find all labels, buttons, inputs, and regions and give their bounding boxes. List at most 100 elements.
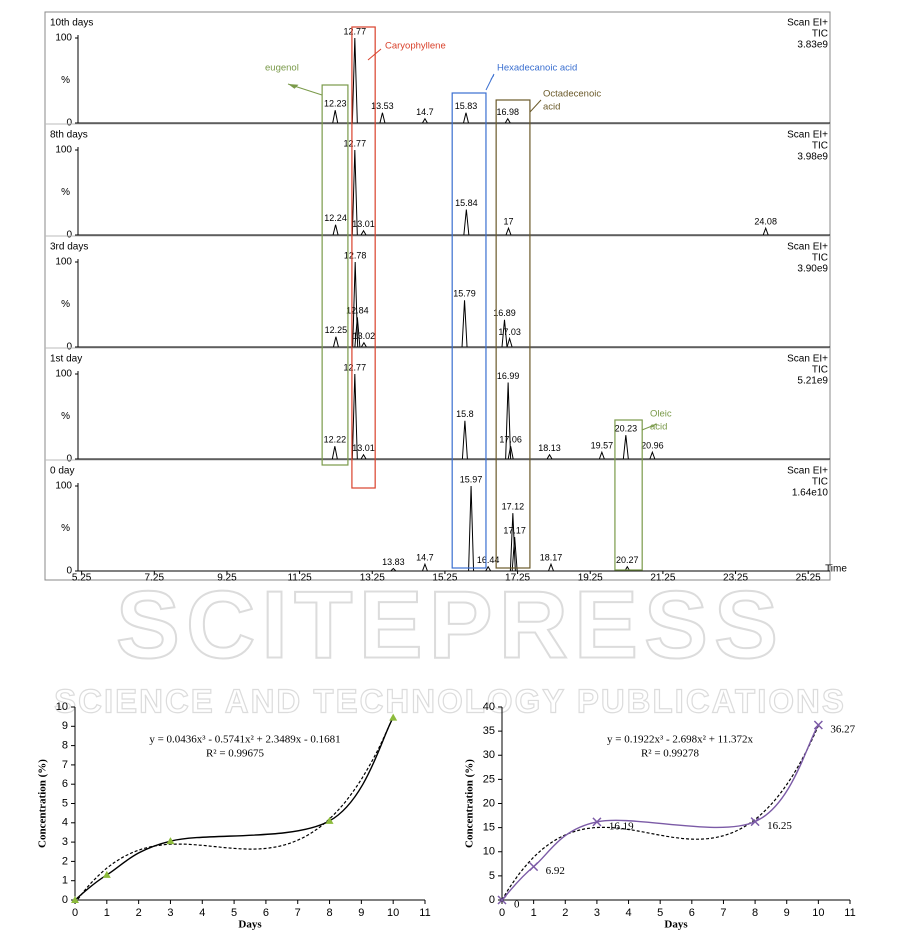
peak [506,336,513,348]
y-tick-label: 25 [483,773,495,785]
y-tick-label: 30 [483,749,495,761]
peak [485,565,492,572]
x-tick-label: 7 [295,907,301,919]
y-axis-label: % [61,411,70,422]
peak [546,453,553,460]
y-tick-label: 7 [62,759,68,771]
scan-label: Scan EI+ [787,130,828,141]
peak-label: 15.79 [453,289,476,299]
y-tick-label: 100 [55,369,72,380]
annotation-label: Octadecenoic [543,89,601,100]
peak-label: 14.7 [416,553,434,563]
peak [511,536,518,572]
intensity-label: 5.21e9 [797,376,828,387]
annotation-box [614,419,643,571]
x-tick-label: 8 [752,907,758,919]
y-axis-label: % [61,75,70,86]
trend-r-squared: R² = 0.99278 [641,748,700,760]
y-axis-label: % [61,299,70,310]
peak [461,420,468,460]
x-tick-label: 11.25 [287,573,312,584]
y-tick-label: 2 [62,855,68,867]
x-tick-label: 4 [199,907,205,919]
peak [379,112,386,124]
peak-label: 13.01 [352,443,375,453]
peak [461,300,468,348]
y-axis-label: % [61,187,70,198]
y-tick-label: 5 [62,797,68,809]
marker [497,895,507,905]
peak [463,209,470,236]
peak [351,149,358,236]
x-tick-label: 2 [562,907,568,919]
peak-label: 18.17 [540,553,563,563]
scan-label: Scan EI+ [787,242,828,253]
peak-label: 12.77 [344,362,367,372]
peak [598,450,605,460]
y-tick-label: 5 [489,870,495,882]
y-tick-label: 0 [66,566,72,577]
x-axis-label: Days [238,919,262,931]
arrow-head [536,100,541,105]
y-tick-label: 0 [66,230,72,241]
y-axis-label: Concentration (%) [37,759,49,848]
peak-label: 12.84 [346,306,369,316]
peak-label: 12.25 [325,325,348,335]
peak-label: 12.77 [344,26,367,36]
peak [505,382,512,460]
annotation-label: acid [543,102,560,113]
peak-label: 12.77 [344,138,367,148]
peak [507,446,514,460]
x-tick-label: 9 [358,907,364,919]
y-axis-label: Concentration (%) [464,759,476,848]
y-tick-label: 35 [483,725,495,737]
trend-equation: y = 0.0436x³ - 0.5741x² + 2.3489x - 0.16… [149,734,340,746]
x-tick-label: 11 [844,907,855,919]
x-tick-label: 25.25 [796,573,821,584]
peak-label: 12.22 [324,435,347,445]
x-tick-label: 21.25 [650,573,675,584]
peak [468,485,475,572]
peak-label: 15.84 [455,198,478,208]
annotation-box [351,26,376,489]
peak [548,562,554,572]
x-tick-label: 19.25 [578,573,603,584]
peak [354,317,361,348]
peak [360,341,367,348]
peak [390,567,397,572]
x-tick-label: 17.25 [505,573,530,584]
peak [351,373,358,460]
peak-label: 16.98 [497,107,520,117]
scan-label: Scan EI+ [787,354,828,365]
x-tick-label: 1 [531,907,537,919]
peak-label: 20.27 [616,555,639,565]
y-tick-label: 20 [483,797,495,809]
peak-label: 17.17 [503,525,526,535]
tic-label: TIC [812,477,828,488]
marker [102,870,111,878]
x-axis-label: Time [825,564,847,575]
annotation-box [495,99,531,569]
peak [463,112,469,124]
y-axis-label: % [61,523,70,534]
data-label: 6.92 [546,865,565,877]
peak-label: 20.23 [615,424,638,434]
x-tick-label: 13.25 [360,573,385,584]
annotation-box [451,92,487,569]
peak-label: 12.23 [324,99,347,109]
y-tick-label: 4 [62,817,68,829]
marker [166,837,175,845]
y-tick-label: 15 [483,822,495,834]
x-tick-label: 10 [387,907,399,919]
peak-label: 24.08 [754,217,777,227]
scan-label: Scan EI+ [787,466,828,477]
x-tick-label: 5.25 [72,573,92,584]
y-tick-label: 9 [62,720,68,732]
peak-label: 17.12 [502,502,525,512]
arrow-head [490,74,494,80]
x-tick-label: 5 [231,907,237,919]
peak-label: 15.97 [460,474,483,484]
intensity-label: 3.98e9 [797,152,828,163]
peak-label: 16.99 [497,371,520,381]
